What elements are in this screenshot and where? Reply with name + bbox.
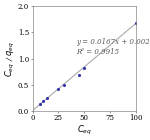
- Point: [78, 74, 80, 76]
- Point: [42, 100, 44, 102]
- Y-axis label: $C_{eq}$ / $q_{eq}$: $C_{eq}$ / $q_{eq}$: [3, 40, 16, 77]
- Point: [83, 67, 85, 69]
- Point: [62, 83, 65, 86]
- Point: [57, 88, 60, 90]
- X-axis label: $C_{eq}$: $C_{eq}$: [77, 123, 92, 136]
- Point: [46, 96, 48, 99]
- Point: [135, 22, 137, 24]
- Text: y = 0.0167x + 0.0026
R² = 0.9915: y = 0.0167x + 0.0026 R² = 0.9915: [76, 38, 150, 56]
- Point: [39, 103, 41, 105]
